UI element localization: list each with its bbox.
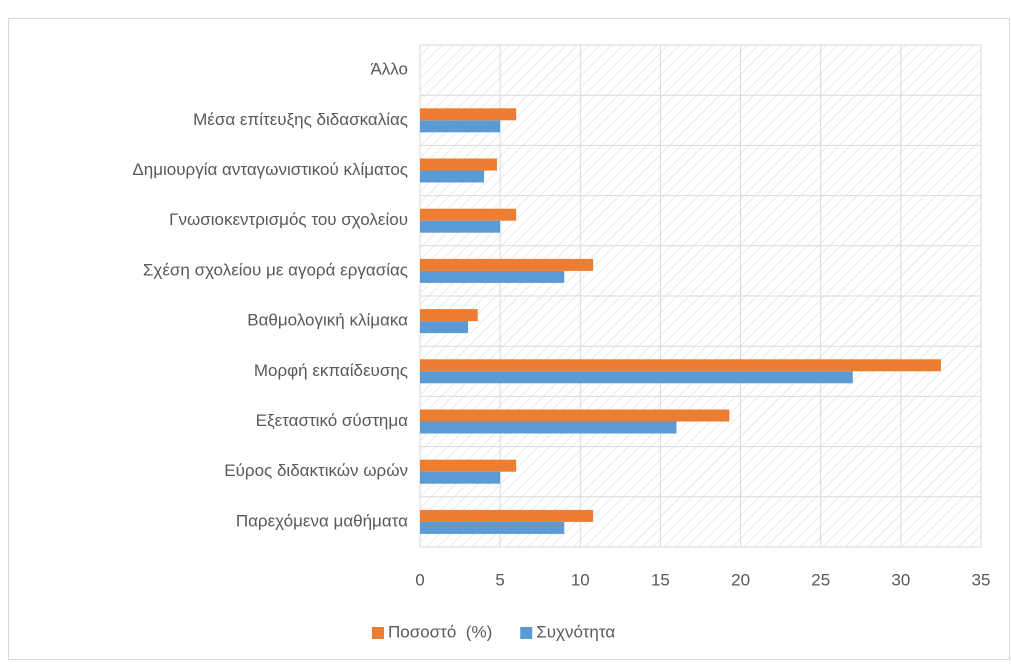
bar: [420, 509, 594, 522]
y-tick-label: Βαθμολογική κλίμακα: [247, 311, 408, 330]
bar: [420, 120, 501, 133]
bar: [420, 108, 517, 121]
legend-swatch: [520, 627, 533, 639]
bar: [420, 258, 594, 271]
y-tick-label: Μέσα επίτευξης διδασκαλίας: [193, 110, 408, 129]
x-tick-label: 35: [972, 570, 991, 589]
bar: [420, 208, 517, 221]
x-tick-label: 0: [415, 570, 424, 589]
bar: [420, 158, 497, 171]
x-tick-label: 25: [811, 570, 830, 589]
bar: [420, 270, 565, 283]
x-tick-label: 5: [495, 570, 504, 589]
bar: [420, 170, 485, 183]
y-tick-label: Εξεταστικό σύστημα: [256, 411, 409, 430]
bar: [420, 409, 730, 422]
y-tick-label: Γνωσιοκεντρισμός του σχολείου: [169, 210, 408, 229]
x-tick-label: 30: [891, 570, 910, 589]
y-tick-label: Άλλο: [370, 60, 408, 79]
bar: [420, 459, 517, 472]
legend-label: Συχνότητα: [536, 622, 615, 641]
bar: [420, 421, 677, 434]
x-tick-label: 15: [651, 570, 670, 589]
bar: [420, 309, 478, 322]
bar: [420, 220, 501, 233]
y-tick-label: Παρεχόμενα μαθήματα: [236, 511, 408, 530]
legend-label: Ποσοστό (%): [388, 622, 492, 641]
y-tick-label: Δημιουργία ανταγωνιστικού κλίματος: [132, 160, 408, 179]
legend-swatch: [372, 627, 384, 639]
y-tick-label: Σχέση σχολείου με αγορά εργασίας: [143, 260, 408, 279]
y-tick-label: Εύρος διδακτικών ωρών: [224, 461, 408, 480]
bar: [420, 321, 469, 334]
bar: [420, 359, 941, 372]
bar: [420, 371, 853, 384]
bar: [420, 521, 565, 534]
y-tick-label: Μορφή εκπαίδευσης: [254, 361, 408, 380]
x-tick-label: 20: [731, 570, 750, 589]
x-tick-label: 10: [571, 570, 590, 589]
bar: [420, 471, 501, 484]
